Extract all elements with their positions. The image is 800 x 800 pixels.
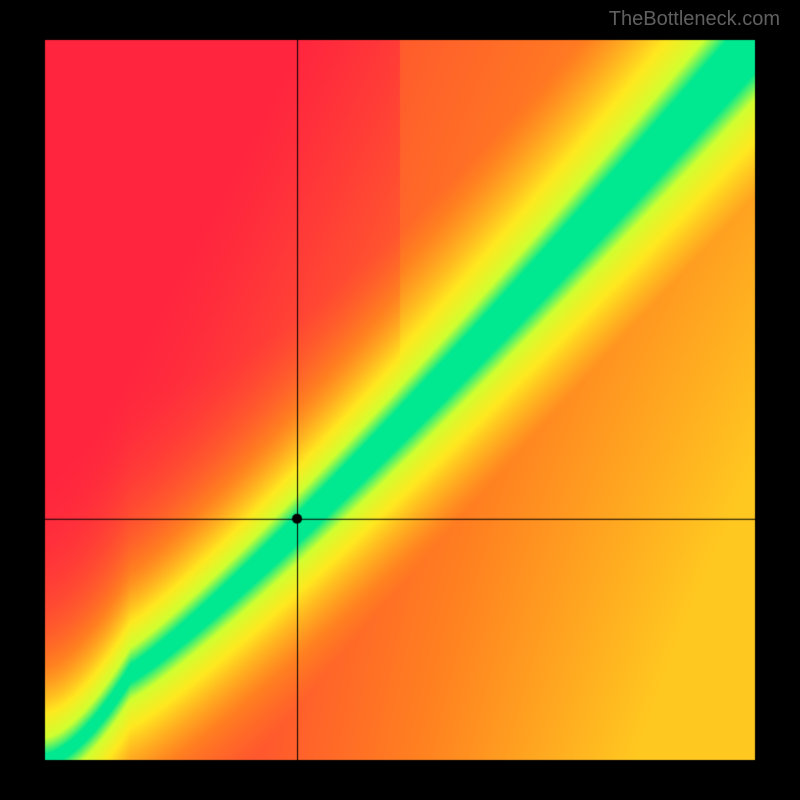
bottleneck-heatmap: [0, 0, 800, 800]
watermark-text: TheBottleneck.com: [609, 8, 780, 31]
chart-container: TheBottleneck.com: [0, 0, 800, 800]
